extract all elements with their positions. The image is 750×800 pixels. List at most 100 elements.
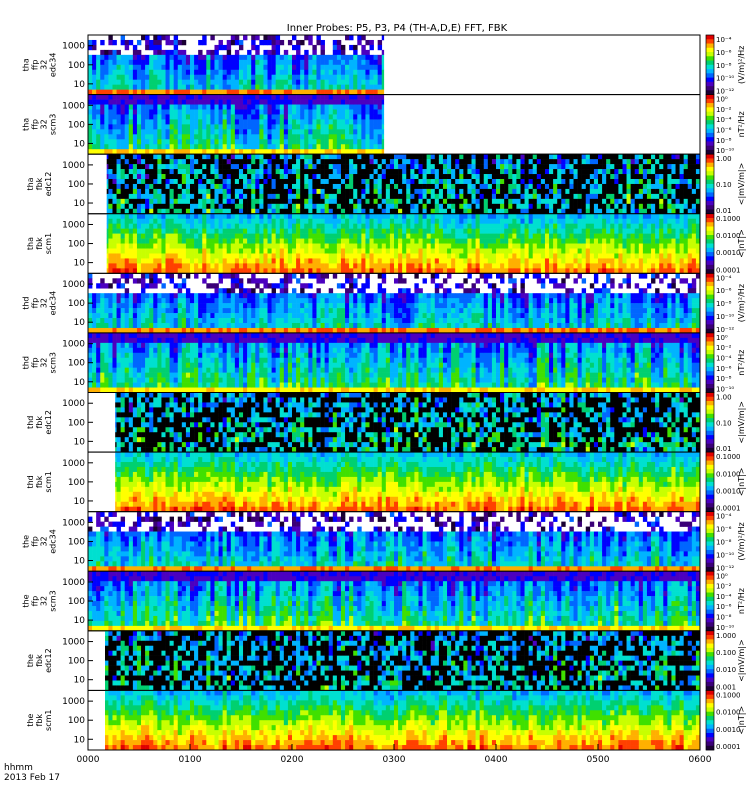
spectrogram-cell <box>381 248 387 254</box>
spectrogram-cell <box>691 183 697 190</box>
spectrogram-cell <box>267 268 272 274</box>
spectrogram-cell <box>434 208 440 215</box>
spectrogram-cell <box>377 233 383 239</box>
spectrogram-cell <box>340 169 346 175</box>
spectrogram-cell <box>300 228 305 234</box>
spectrogram-cell <box>161 119 166 125</box>
spectrogram-cell <box>361 258 366 264</box>
spectrogram-cell <box>247 268 252 274</box>
spectrogram-cell <box>169 64 174 71</box>
spectrogram-cell <box>622 208 627 215</box>
spectrogram-cell <box>316 238 321 244</box>
spectrogram-cell <box>304 134 309 140</box>
spectrogram-cell <box>210 243 215 249</box>
spectrogram-cell <box>210 149 215 155</box>
spectrogram-cell <box>402 248 407 254</box>
spectrogram-cell <box>161 94 166 100</box>
spectrogram-cell <box>385 174 391 180</box>
spectrogram-cell <box>487 243 493 249</box>
spectrogram-cell <box>177 203 183 210</box>
spectrogram-cell <box>487 218 493 224</box>
spectrogram-cell <box>618 248 623 254</box>
spectrogram-cell <box>463 164 468 170</box>
spectrogram-cell <box>614 178 619 185</box>
spectrogram-cell <box>414 268 419 274</box>
spectrogram-cell <box>214 178 219 185</box>
spectrogram-cell <box>434 203 440 210</box>
spectrogram-cell <box>646 203 652 210</box>
spectrogram-cell <box>487 198 493 205</box>
spectrogram-cell <box>149 104 154 110</box>
spectrogram-cell <box>218 154 223 160</box>
spectrogram-cell <box>442 238 448 244</box>
spectrogram-cell <box>524 193 529 200</box>
spectrogram-cell <box>487 213 493 220</box>
spectrogram-cell <box>153 193 158 200</box>
spectrogram-cell <box>324 188 330 195</box>
spectrogram-cell <box>287 114 293 120</box>
spectrogram-cell <box>357 248 362 254</box>
spectrogram-cell <box>300 238 305 244</box>
spectrogram-cell <box>626 154 631 160</box>
spectrogram-cell <box>283 109 289 115</box>
spectrogram-cell <box>100 129 105 135</box>
spectrogram-cell <box>230 99 236 105</box>
spectrogram-cell <box>663 169 668 175</box>
spectrogram-cell <box>153 203 158 210</box>
spectrogram-cell <box>222 159 228 165</box>
spectrogram-cell <box>504 208 509 215</box>
spectrogram-cell <box>500 193 505 200</box>
spectrogram-cell <box>496 174 501 180</box>
spectrogram-cell <box>602 258 607 264</box>
spectrogram-cell <box>324 84 330 90</box>
spectrogram-cell <box>479 169 485 175</box>
spectrogram-cell <box>520 243 525 249</box>
spectrogram-cell <box>161 223 166 229</box>
spectrogram-cell <box>153 69 158 76</box>
spectrogram-cell <box>153 39 158 46</box>
spectrogram-cell <box>328 159 334 165</box>
spectrogram-cell <box>373 178 378 185</box>
spectrogram-cell <box>491 164 497 170</box>
spectrogram-cell <box>581 159 587 165</box>
spectrogram-cell <box>569 164 574 170</box>
spectrogram-cell <box>271 174 276 180</box>
spectrogram-cell <box>410 258 415 264</box>
spectrogram-cell <box>251 268 256 274</box>
spectrogram-cell <box>491 198 497 205</box>
spectrogram-cell <box>561 183 566 190</box>
spectrogram-cell <box>463 169 468 175</box>
spectrogram-cell <box>124 208 130 215</box>
spectrogram-cell <box>181 243 187 249</box>
spectrogram-cell <box>332 268 338 274</box>
spectrogram-cell <box>316 94 321 100</box>
spectrogram-cell <box>675 169 680 175</box>
spectrogram-cell <box>398 248 403 254</box>
spectrogram-cell <box>145 183 150 190</box>
spectrogram-cell <box>385 263 391 269</box>
spectrogram-cell <box>487 154 493 160</box>
spectrogram-cell <box>406 248 411 254</box>
spectrogram-cell <box>108 109 113 115</box>
spectrogram-cell <box>569 174 574 180</box>
spectrogram-cell <box>267 154 272 160</box>
spectrogram-cell <box>247 243 252 249</box>
spectrogram-cell <box>185 144 191 150</box>
spectrogram-cell <box>312 169 317 175</box>
spectrogram-cell <box>226 149 232 155</box>
spectrogram-cell <box>345 169 350 175</box>
spectrogram-cell <box>328 203 334 210</box>
spectrogram-cell <box>324 104 330 110</box>
spectrogram-cell <box>475 164 480 170</box>
spectrogram-cell <box>161 248 166 254</box>
spectrogram-cell <box>222 129 228 135</box>
spectrogram-cell <box>524 258 529 264</box>
spectrogram-cell <box>349 198 354 205</box>
spectrogram-cell <box>116 89 121 95</box>
spectrogram-cell <box>622 263 627 269</box>
spectrogram-cell <box>161 213 166 220</box>
spectrogram-cell <box>398 203 403 210</box>
spectrogram-cell <box>141 54 146 61</box>
spectrogram-cell <box>255 134 260 140</box>
spectrogram-cell <box>153 94 158 100</box>
